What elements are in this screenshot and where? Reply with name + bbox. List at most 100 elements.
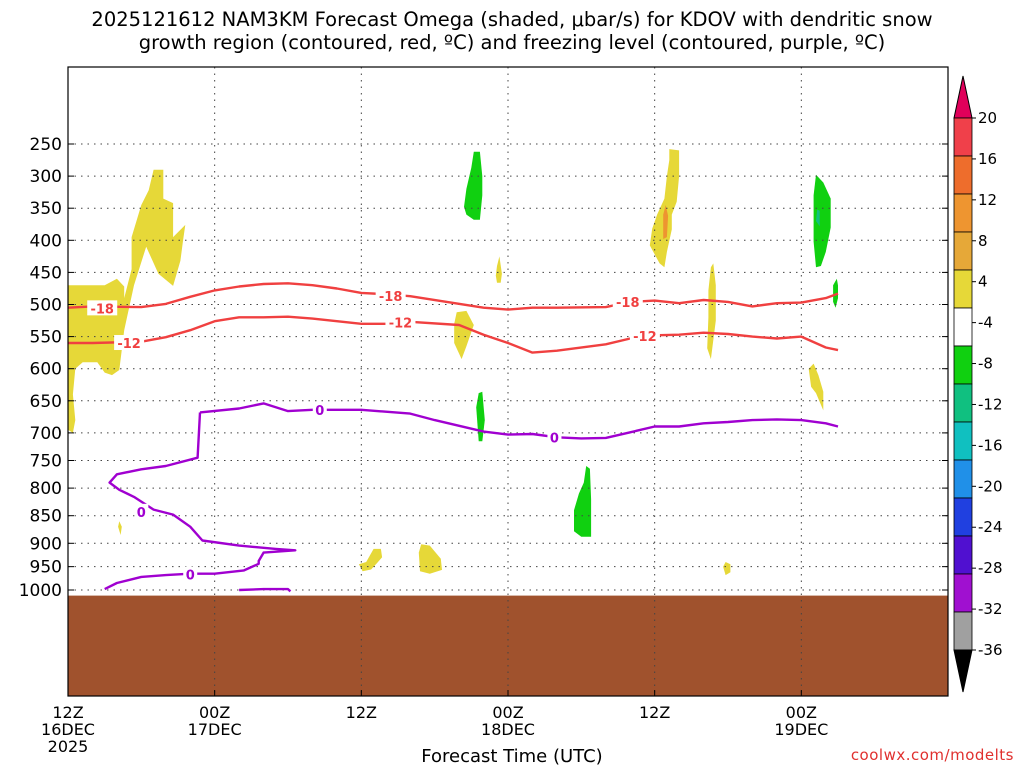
colorbar-label: 4 — [978, 273, 988, 291]
colorbar-bin — [953, 459, 973, 499]
colorbar-bin — [953, 421, 973, 461]
contour-label-bg — [134, 503, 149, 519]
downward-cell-3 — [813, 174, 831, 268]
upward-cell-8 — [418, 544, 442, 574]
y-tick-label: 700 — [30, 424, 62, 444]
x-tick-label: 16DEC — [41, 720, 95, 739]
contour-label: -18 — [616, 296, 640, 311]
x-tick-label: 19DEC — [774, 720, 828, 739]
y-tick-label: 650 — [30, 392, 62, 412]
y-tick-label: 450 — [30, 263, 62, 283]
x-tick-label: 12Z — [52, 703, 83, 722]
colorbar-label: -8 — [978, 355, 993, 373]
contour-label-bg — [183, 566, 198, 582]
downward-cell-1 — [464, 151, 483, 220]
x-tick-label: 00Z — [199, 703, 230, 722]
y-tick-label: 350 — [30, 199, 62, 219]
contour-label-bg — [385, 314, 416, 330]
colorbar-label: -24 — [978, 518, 1003, 536]
y-tick-label: 900 — [30, 534, 62, 554]
colorbar-label: 8 — [978, 232, 988, 250]
colorbar-label: -20 — [978, 477, 1003, 495]
colorbar-top-arrow — [953, 75, 973, 119]
x-tick-label: 12Z — [639, 703, 670, 722]
x-tick-label: 00Z — [492, 703, 523, 722]
upward-cell-4-core — [663, 205, 669, 239]
x-tick-label: 17DEC — [188, 720, 242, 739]
contour-label-bg — [87, 300, 118, 316]
colorbar-bottom-arrow — [953, 649, 973, 693]
colorbar-bin — [953, 383, 973, 423]
colorbar-label: -12 — [978, 395, 1003, 413]
colorbar-label: -36 — [978, 641, 1003, 659]
x-tick-label: 00Z — [786, 703, 817, 722]
colorbar-label: 16 — [978, 150, 997, 168]
downward-cell-2 — [476, 391, 485, 442]
x-tick-label: 2025 — [48, 737, 89, 756]
colorbar-bin — [953, 117, 973, 157]
contour-label: -12 — [389, 316, 413, 331]
contour-label-bg — [547, 429, 562, 445]
y-tick-label: 300 — [30, 167, 62, 187]
chart-title-line-2: growth region (contoured, red, ºC) and f… — [138, 31, 886, 54]
colorbar-label: -4 — [978, 314, 993, 332]
upward-cell-9 — [118, 521, 122, 535]
upward-cell-1 — [68, 169, 186, 433]
colorbar-bin — [953, 535, 973, 575]
credit-link[interactable]: coolwx.com/modelts — [850, 746, 1014, 764]
y-tick-label: 500 — [30, 296, 62, 316]
contour-label-bg — [612, 293, 643, 309]
colorbar-label: -16 — [978, 436, 1003, 454]
contour-label-bg — [375, 288, 406, 304]
contour-label-bg — [629, 327, 660, 343]
y-tick-label: 1000 — [19, 581, 62, 601]
y-tick-label: 250 — [30, 135, 62, 155]
upward-cell-4 — [649, 149, 680, 268]
contour-label-bg — [312, 401, 327, 417]
contour-label: -12 — [633, 330, 657, 345]
freezing-level-surface — [239, 587, 292, 593]
contour-label: 0 — [315, 404, 324, 419]
upward-cell-6 — [808, 363, 824, 411]
colorbar-bin — [953, 231, 973, 271]
y-tick-label: 600 — [30, 360, 62, 380]
colorbar-bin — [953, 307, 973, 347]
colorbar-bin — [953, 269, 973, 309]
x-tick-label: 12Z — [346, 703, 377, 722]
x-axis-label: Forecast Time (UTC) — [421, 746, 603, 767]
colorbar-label: 20 — [978, 109, 997, 127]
upward-cell-5 — [707, 263, 716, 360]
minus-12-isotherm — [68, 315, 839, 354]
colorbar-label: -28 — [978, 559, 1003, 577]
upward-cell-7 — [358, 548, 383, 572]
upward-cell-10 — [723, 562, 731, 576]
contour-label-bg — [114, 335, 145, 351]
upward-cell-3 — [454, 310, 474, 360]
colorbar-bin — [953, 193, 973, 233]
contour-label: 0 — [186, 569, 195, 584]
colorbar-bin — [953, 611, 973, 651]
y-tick-label: 850 — [30, 507, 62, 527]
contour-label: 0 — [137, 506, 146, 521]
colorbar-bin — [953, 345, 973, 385]
upward-cell-2 — [495, 256, 502, 283]
y-tick-label: 550 — [30, 328, 62, 348]
x-tick-label: 18DEC — [481, 720, 535, 739]
colorbar-label: -32 — [978, 600, 1003, 618]
contour-label: 0 — [550, 431, 559, 446]
contour-label: -18 — [379, 290, 403, 305]
y-tick-label: 950 — [30, 558, 62, 578]
contour-label: -18 — [90, 302, 114, 317]
colorbar-bin — [953, 497, 973, 537]
minus-18-isotherm — [68, 282, 839, 311]
colorbar-bin — [953, 155, 973, 195]
contour-label: -12 — [117, 337, 141, 352]
y-tick-label: 400 — [30, 231, 62, 251]
y-tick-label: 750 — [30, 452, 62, 472]
colorbar-bin — [953, 573, 973, 613]
y-tick-label: 800 — [30, 479, 62, 499]
colorbar-label: 12 — [978, 191, 997, 209]
chart-title-line-1: 2025121612 NAM3KM Forecast Omega (shaded… — [91, 8, 933, 31]
downward-cell-5 — [574, 466, 592, 537]
